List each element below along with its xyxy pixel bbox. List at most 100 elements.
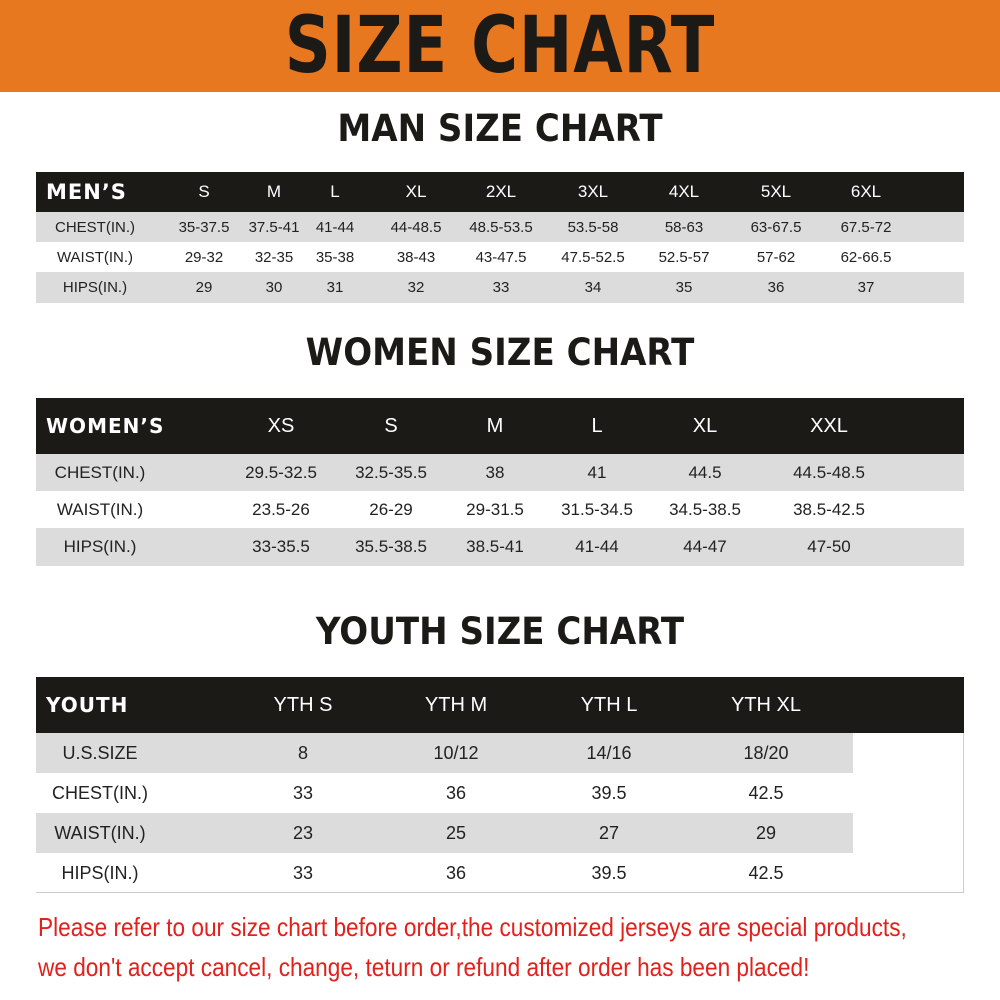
table-label: YOUTH xyxy=(46,693,129,717)
size-header: 2XL xyxy=(485,182,517,201)
table-row: HIPS(IN.) 29 30 31 32 33 34 35 36 37 xyxy=(36,272,964,303)
size-header: 4XL xyxy=(668,182,700,201)
size-value: 63-67.5 xyxy=(750,218,802,236)
size-value: 41-44 xyxy=(315,218,355,236)
size-value: 57-62 xyxy=(756,248,796,266)
size-value: 58-63 xyxy=(664,218,704,236)
size-header: S xyxy=(384,414,398,437)
size-value: 33 xyxy=(292,862,314,883)
table-row: HIPS(IN.) 33 36 39.5 42.5 xyxy=(36,853,964,893)
table-row: HIPS(IN.) 33-35.5 35.5-38.5 38.5-41 41-44 44-… xyxy=(36,528,964,566)
women-size-table: WOMEN’S XS S M L XL XXL CHEST(IN.) 29.5-32.5 32.5… xyxy=(36,398,964,566)
size-header: L xyxy=(330,182,340,201)
row-label: WAIST(IN.) xyxy=(56,499,144,519)
size-value: 33-35.5 xyxy=(252,537,310,556)
size-value: 23 xyxy=(292,822,314,843)
youth-size-table: YOUTH YTH S YTH M YTH L YTH XL U.S.SIZE 8 10/12… xyxy=(36,677,964,893)
row-label: WAIST(IN.) xyxy=(56,248,134,266)
header-row: YOUTH YTH S YTH M YTH L YTH XL xyxy=(36,677,964,733)
size-value: 10/12 xyxy=(433,742,479,763)
size-value: 47-50 xyxy=(807,537,851,556)
size-value: 36 xyxy=(445,862,467,883)
size-value: 33 xyxy=(292,782,314,803)
size-value: 31 xyxy=(326,279,344,296)
size-value: 44-47 xyxy=(683,537,727,556)
size-value: 43-47.5 xyxy=(475,248,527,266)
size-value: 42.5 xyxy=(748,782,784,803)
size-header: M xyxy=(266,182,282,201)
row-label: U.S.SIZE xyxy=(62,742,138,763)
women-section-title: WOMEN SIZE CHART xyxy=(305,331,695,374)
size-value: 36 xyxy=(445,782,467,803)
notice-line-1: Please refer to our size chart before or… xyxy=(38,912,907,942)
size-value: 44.5-48.5 xyxy=(793,462,865,482)
size-value: 23.5-26 xyxy=(252,499,310,519)
size-value: 44.5 xyxy=(688,462,722,482)
size-value: 30 xyxy=(265,279,283,296)
size-header: YTH XL xyxy=(730,693,802,716)
table-row: CHEST(IN.) 29.5-32.5 32.5-35.5 38 41 44.5 44.5… xyxy=(36,454,964,491)
table-label: WOMEN’S xyxy=(46,414,165,438)
table-label: MEN’S xyxy=(46,180,127,204)
size-value: 37 xyxy=(857,279,875,296)
size-value: 29-31.5 xyxy=(466,499,524,519)
size-value: 42.5 xyxy=(748,862,784,883)
row-label: HIPS(IN.) xyxy=(62,279,128,296)
size-value: 39.5 xyxy=(591,862,627,883)
size-header: S xyxy=(198,182,210,201)
row-label: CHEST(IN.) xyxy=(55,218,135,236)
header-row: MEN’S S M L XL 2XL 3XL 4XL 5XL 6XL xyxy=(36,172,964,212)
size-value: 62-66.5 xyxy=(840,248,892,266)
size-value: 35-37.5 xyxy=(178,218,230,236)
size-value: 35.5-38.5 xyxy=(355,537,427,556)
row-label: WAIST(IN.) xyxy=(54,822,146,843)
size-value: 29 xyxy=(195,279,213,296)
size-value: 18/20 xyxy=(743,742,789,763)
size-header: 5XL xyxy=(760,182,792,201)
size-header: XXL xyxy=(810,414,848,437)
table-row: CHEST(IN.) 33 36 39.5 42.5 xyxy=(36,773,964,813)
table-row: WAIST(IN.) 23.5-26 26-29 29-31.5 31.5-34.5 34… xyxy=(36,491,964,528)
table-row: CHEST(IN.) 35-37.5 37.5-41 41-44 44-48.5 48.5… xyxy=(36,212,964,242)
size-value: 32-35 xyxy=(254,248,294,266)
size-header: YTH S xyxy=(273,693,333,716)
size-value: 31.5-34.5 xyxy=(561,499,633,519)
size-value: 25 xyxy=(445,822,467,843)
size-value: 26-29 xyxy=(369,499,413,519)
size-header: YTH L xyxy=(580,693,638,716)
size-value: 41 xyxy=(587,462,607,482)
header-row: WOMEN’S XS S M L XL XXL xyxy=(36,398,964,454)
size-value: 35-38 xyxy=(315,248,355,266)
size-value: 29.5-32.5 xyxy=(245,462,317,482)
size-value: 32.5-35.5 xyxy=(355,462,427,482)
size-value: 38 xyxy=(485,462,505,482)
size-value: 35 xyxy=(675,279,693,296)
size-value: 38.5-41 xyxy=(466,537,524,556)
size-header: M xyxy=(486,414,504,437)
size-value: 34.5-38.5 xyxy=(669,499,741,519)
size-header: 3XL xyxy=(577,182,609,201)
row-label: HIPS(IN.) xyxy=(63,537,137,556)
notice-line-2: we don't accept cancel, change, teturn o… xyxy=(38,952,810,982)
table-row: WAIST(IN.) 29-32 32-35 35-38 38-43 43-47.5 47.… xyxy=(36,242,964,272)
men-size-table: MEN’S S M L XL 2XL 3XL 4XL 5XL 6XL CHEST(IN.) 35-37… xyxy=(36,172,964,303)
men-section-title: MAN SIZE CHART xyxy=(337,107,663,150)
size-value: 33 xyxy=(492,279,510,296)
size-value: 32 xyxy=(407,279,425,296)
row-label: CHEST(IN.) xyxy=(54,462,146,482)
size-header: XL xyxy=(692,414,718,437)
size-value: 47.5-52.5 xyxy=(561,248,625,266)
row-label: CHEST(IN.) xyxy=(52,782,148,803)
size-header: 6XL xyxy=(850,182,882,201)
youth-section-title: YOUTH SIZE CHART xyxy=(315,610,685,653)
size-value: 36 xyxy=(767,279,785,296)
size-value: 38-43 xyxy=(396,248,436,266)
size-value: 52.5-57 xyxy=(658,248,710,266)
size-header: YTH M xyxy=(424,693,488,716)
size-value: 41-44 xyxy=(575,537,619,556)
size-value: 14/16 xyxy=(586,742,632,763)
size-value: 44-48.5 xyxy=(390,218,442,236)
table-row: U.S.SIZE 8 10/12 14/16 18/20 xyxy=(36,733,853,773)
size-value: 29-32 xyxy=(184,248,224,266)
size-value: 53.5-58 xyxy=(567,218,619,236)
